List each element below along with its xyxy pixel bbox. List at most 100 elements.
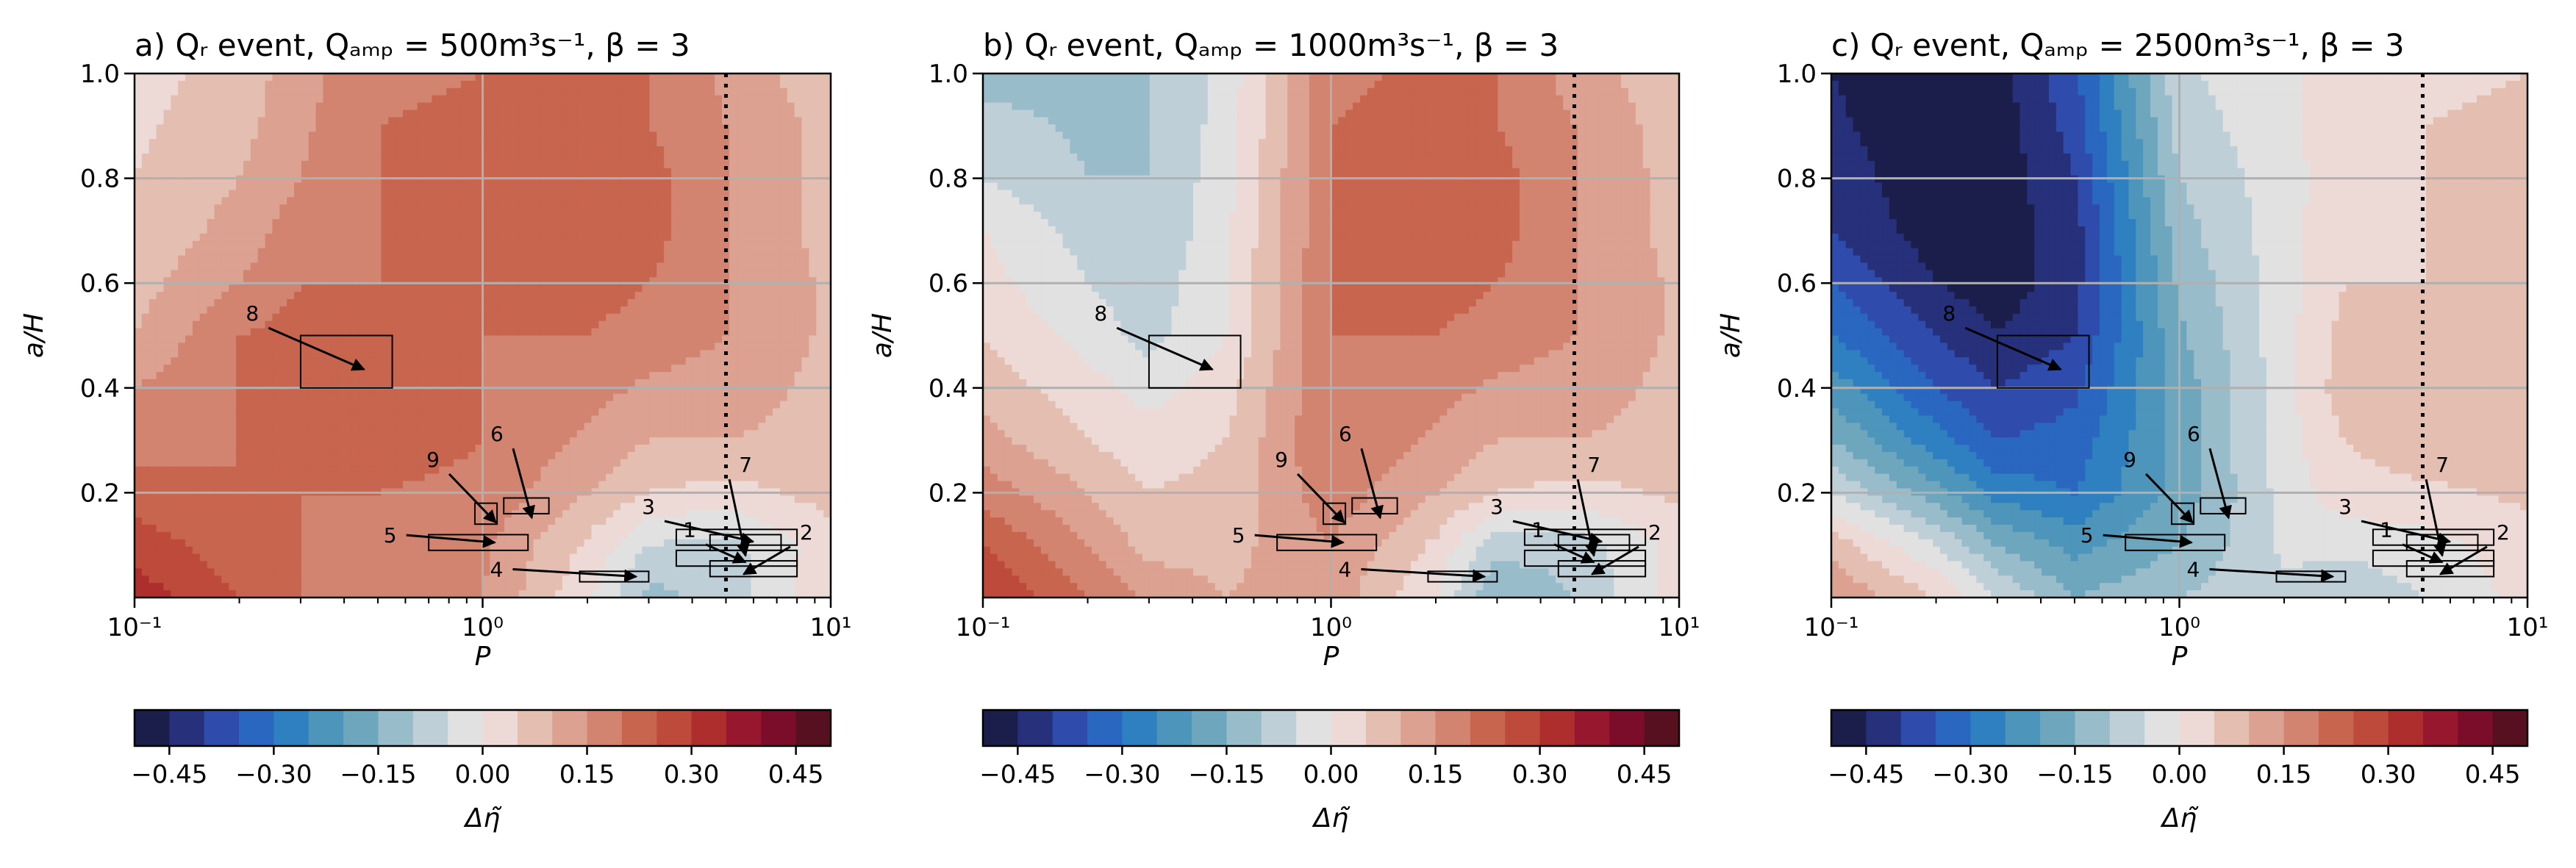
colorbar-swatch xyxy=(2492,710,2528,746)
region-box xyxy=(1148,334,1242,389)
region-box xyxy=(2405,560,2495,578)
colorbar-swatch xyxy=(1866,710,1902,746)
region-box xyxy=(1557,560,1647,578)
colorbar-label: Δη̃ xyxy=(1312,803,1350,833)
y-tick-label: 0.4 xyxy=(80,374,120,403)
colorbar-swatch xyxy=(2075,710,2111,746)
panel-title: b) Qᵣ event, Qₐₘₚ = 1000m³s⁻¹, β = 3 xyxy=(983,27,1559,63)
colorbar-swatch xyxy=(1900,710,1936,746)
region-label: 9 xyxy=(426,448,440,472)
colorbar-tick-label: −0.15 xyxy=(1188,760,1264,789)
panel-title: c) Qᵣ event, Qₐₘₚ = 2500m³s⁻¹, β = 3 xyxy=(1831,27,2405,63)
colorbar-swatch xyxy=(2458,710,2494,746)
colorbar-tick-label: 0.30 xyxy=(1512,760,1568,789)
colorbar-swatch xyxy=(691,710,727,746)
region-arrow xyxy=(1553,543,1595,564)
x-axis-label: P xyxy=(1323,642,1339,672)
region-label: 2 xyxy=(2497,520,2510,545)
y-tick-label: 1.0 xyxy=(929,60,968,89)
colorbar-tick-label: 0.45 xyxy=(2465,760,2521,789)
region-label: 7 xyxy=(1587,453,1600,477)
x-tick-label: 10⁰ xyxy=(462,613,504,642)
region-box xyxy=(1276,534,1378,551)
colorbar-swatch xyxy=(273,710,310,746)
y-tick-label: 0.6 xyxy=(80,269,120,298)
colorbar-tick-label: 0.15 xyxy=(2256,760,2312,789)
region-label: 4 xyxy=(2187,557,2200,581)
region-arrow xyxy=(728,478,750,557)
region-arrow xyxy=(512,567,638,583)
x-tick-label: 10⁰ xyxy=(2158,613,2200,642)
colorbar-swatch xyxy=(1435,710,1471,746)
colorbar-swatch xyxy=(552,710,588,746)
colorbar-swatch xyxy=(1505,710,1541,746)
region-arrow xyxy=(1590,545,1639,575)
region-box xyxy=(2275,570,2347,583)
colorbar-swatch xyxy=(2388,710,2424,746)
colorbar-tick-label: 0.45 xyxy=(768,760,824,789)
region-arrow xyxy=(2439,545,2488,575)
region-label: 6 xyxy=(1339,422,1352,446)
region-arrow xyxy=(1361,567,1486,583)
colorbar-tick-label: −0.45 xyxy=(131,760,207,789)
colorbar-swatch xyxy=(2283,710,2319,746)
colorbar: −0.45 −0.30 −0.15 0.00 0.15 0.30 0.45 Δη̃ xyxy=(979,709,1681,833)
colorbar-swatch xyxy=(2109,710,2145,746)
region-label: 9 xyxy=(2123,448,2136,472)
contour-field xyxy=(983,73,1679,598)
colorbar-tick-label: 0.45 xyxy=(1617,760,1672,789)
colorbar-tick-label: −0.45 xyxy=(979,760,1056,789)
colorbar-swatch xyxy=(621,710,657,746)
region-box xyxy=(428,534,529,551)
colorbar-swatch xyxy=(2353,710,2389,746)
region-label: 8 xyxy=(246,301,259,326)
colorbar-tick-label: 0.30 xyxy=(664,760,720,789)
contour-field xyxy=(1831,73,2527,598)
region-box xyxy=(1322,502,1347,526)
colorbar-tick-label: 0.00 xyxy=(455,760,511,789)
colorbar-swatch xyxy=(1609,710,1645,746)
colorbar-swatch xyxy=(1574,710,1610,746)
colorbar-swatch xyxy=(1470,710,1506,746)
y-tick-label: 0.4 xyxy=(1777,374,1817,403)
y-tick-label: 0.2 xyxy=(1777,478,1817,508)
x-tick-label: 10⁻¹ xyxy=(1804,613,1859,642)
colorbar-tick-label: −0.30 xyxy=(1084,760,1160,789)
colorbar-tick-label: −0.15 xyxy=(2036,760,2113,789)
colorbar-swatch xyxy=(2249,710,2285,746)
y-tick-label: 0.8 xyxy=(929,165,968,194)
y-tick-label: 1.0 xyxy=(1777,60,1817,89)
y-axis-label: a/H xyxy=(19,313,49,358)
region-label: 5 xyxy=(2081,523,2094,548)
colorbar-tick-label: 0.15 xyxy=(559,760,615,789)
colorbar-swatch xyxy=(204,710,240,746)
x-tick-label: 10⁻¹ xyxy=(956,613,1011,642)
colorbar-tick-label: −0.30 xyxy=(1932,760,2008,789)
colorbar: −0.45 −0.30 −0.15 0.00 0.15 0.30 0.45 Δη̃ xyxy=(1828,709,2529,833)
x-tick-label: 10⁻¹ xyxy=(107,613,162,642)
colorbar-swatch xyxy=(1017,710,1053,746)
region-arrow xyxy=(2144,473,2194,524)
colorbar-swatch xyxy=(2179,710,2215,746)
x-tick-label: 10¹ xyxy=(1659,613,1700,642)
colorbar-swatch xyxy=(135,710,170,746)
colorbar-swatch xyxy=(1936,710,1971,746)
region-arrow xyxy=(1512,520,1603,546)
panel-title: a) Qᵣ event, Qₐₘₚ = 500m³s⁻¹, β = 3 xyxy=(135,27,690,63)
colorbar-tick-label: −0.15 xyxy=(340,760,416,789)
y-tick-label: 0.6 xyxy=(1777,269,1817,298)
colorbar-swatch xyxy=(2144,710,2180,746)
y-axis-label: a/H xyxy=(867,313,898,358)
colorbar-swatch xyxy=(2214,710,2250,746)
colorbar-swatch xyxy=(169,710,205,746)
colorbar-swatch xyxy=(1226,710,1262,746)
colorbar-swatch xyxy=(795,710,831,746)
region-arrow xyxy=(512,448,535,520)
region-arrow xyxy=(2361,520,2452,546)
colorbar-swatch xyxy=(1644,710,1680,746)
region-arrow xyxy=(1360,448,1384,520)
colorbar-swatch xyxy=(1296,710,1332,746)
